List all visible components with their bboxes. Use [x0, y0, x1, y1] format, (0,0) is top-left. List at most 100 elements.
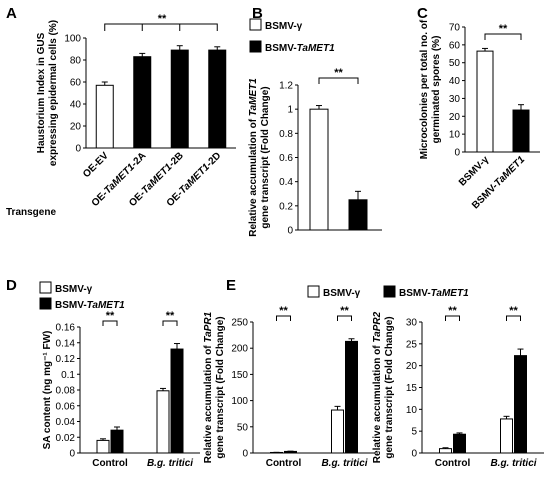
y-tick-label: 20 — [70, 122, 82, 133]
bar — [309, 108, 329, 231]
y-tick-label: 50 — [449, 58, 461, 69]
y-tick-label: 40 — [449, 76, 461, 87]
panel-letter-a: A — [6, 5, 17, 22]
legend-label-bsmv-gamma: BSMV-γ — [265, 21, 303, 32]
legend-label-bsmv-gamma: BSMV-γ — [55, 284, 93, 295]
y-tick-label: 0.16 — [56, 323, 76, 334]
bar — [453, 433, 466, 454]
y-tick-label: 250 — [231, 318, 248, 329]
bar — [476, 50, 494, 153]
y-tick-label: 20 — [406, 361, 418, 372]
y-tick-label: 10 — [449, 130, 461, 141]
y-axis-label: expressing epidermal cells (%) — [48, 20, 59, 166]
y-tick-label: 0.04 — [56, 417, 76, 428]
significance-label: ** — [158, 13, 167, 25]
significance-label: ** — [279, 305, 288, 317]
legend-label-bsmv-tamet1: BSMV-TaMET1 — [265, 43, 335, 54]
y-tick-label: 0.2 — [279, 201, 293, 212]
y-tick-label: 60 — [70, 78, 82, 89]
panel-letter-d: D — [6, 277, 17, 294]
significance-label: ** — [106, 310, 115, 322]
legend-swatch-white — [249, 18, 262, 31]
y-axis-label: Microcolonies per total no. of — [419, 19, 430, 159]
y-tick-label: 0.1 — [61, 370, 75, 381]
x-tick-label: OE-EV — [81, 150, 111, 180]
bar — [170, 49, 189, 149]
legend-swatch-black — [39, 297, 52, 310]
significance-label: ** — [499, 23, 508, 35]
significance-label: ** — [509, 305, 518, 317]
significance-bracket — [104, 23, 218, 31]
significance-bracket — [102, 320, 118, 326]
bar — [95, 84, 114, 149]
y-axis-label: Relative accumulation of TaPR1 — [203, 311, 214, 463]
y-tick-label: 0.02 — [56, 433, 76, 444]
y-tick-label: 0.12 — [56, 354, 76, 365]
bar — [133, 56, 152, 149]
bar — [156, 390, 170, 454]
y-tick-label: 0 — [454, 148, 460, 159]
y-tick-label: 0.8 — [279, 129, 293, 140]
y-axis-label: germinated spores (%) — [431, 36, 442, 144]
y-tick-label: 0.6 — [279, 153, 293, 164]
x-tick-label: Control — [92, 458, 128, 469]
significance-bracket — [337, 315, 352, 321]
y-tick-label: 25 — [406, 339, 418, 350]
panel-letter-c: C — [417, 5, 428, 22]
x-tick-label: B.g. tritici — [490, 458, 536, 469]
x-tick-label: BSMV-γ — [457, 154, 491, 188]
significance-bracket — [318, 77, 359, 84]
bar — [331, 409, 344, 454]
y-tick-label: 0 — [242, 449, 248, 460]
legend-swatch-black — [383, 285, 396, 298]
y-axis-label: Relative accumulation of TaPR2 — [372, 311, 383, 463]
significance-bracket — [276, 315, 291, 321]
significance-label: ** — [334, 67, 343, 79]
bar — [512, 109, 530, 153]
y-tick-label: 15 — [406, 383, 418, 394]
x-axis-title: Transgene — [6, 207, 56, 218]
x-tick-label: Control — [266, 458, 302, 469]
y-tick-label: 70 — [449, 23, 461, 34]
legend-label-bsmv-tamet1: BSMV-TaMET1 — [399, 288, 469, 299]
y-tick-label: 1.2 — [279, 81, 293, 92]
bar — [170, 348, 184, 454]
bar — [110, 429, 124, 454]
y-tick-label: 10 — [406, 405, 418, 416]
y-tick-label: 1 — [287, 105, 293, 116]
y-tick-label: 40 — [70, 100, 82, 111]
y-tick-label: 5 — [411, 427, 417, 438]
y-tick-label: 30 — [406, 318, 418, 329]
bar — [348, 199, 368, 231]
significance-label: ** — [340, 305, 349, 317]
y-tick-label: 100 — [64, 34, 81, 45]
y-axis-label: gene transcript (Fold Change) — [260, 86, 271, 228]
y-tick-label: 0.06 — [56, 401, 76, 412]
legend-label-bsmv-gamma: BSMV-γ — [323, 288, 361, 299]
panel-letter-b: B — [252, 5, 263, 22]
significance-bracket — [445, 315, 460, 321]
significance-bracket — [506, 315, 521, 321]
significance-label: ** — [166, 310, 175, 322]
legend-label-bsmv-tamet1: BSMV-TaMET1 — [55, 300, 125, 311]
y-tick-label: 0.08 — [56, 386, 76, 397]
x-tick-label: Control — [435, 458, 471, 469]
legend-swatch-black — [249, 40, 262, 53]
y-axis-label: SA content (ng mg⁻¹ FW) — [42, 331, 53, 450]
significance-bracket — [162, 320, 178, 326]
bar — [439, 448, 452, 454]
legend-swatch-white — [307, 285, 320, 298]
y-tick-label: 0 — [287, 226, 293, 237]
y-tick-label: 0.14 — [56, 338, 76, 349]
significance-bracket — [484, 33, 522, 40]
y-tick-label: 80 — [70, 56, 82, 67]
bar — [345, 340, 358, 454]
bar — [96, 439, 110, 454]
y-axis-label: gene transcript (Fold Change) — [384, 316, 395, 458]
y-tick-label: 30 — [449, 94, 461, 105]
bar — [208, 49, 227, 149]
y-tick-label: 150 — [231, 370, 248, 381]
y-axis-label: Relative accumulation of TaMET1 — [248, 78, 259, 237]
y-tick-label: 100 — [231, 396, 248, 407]
